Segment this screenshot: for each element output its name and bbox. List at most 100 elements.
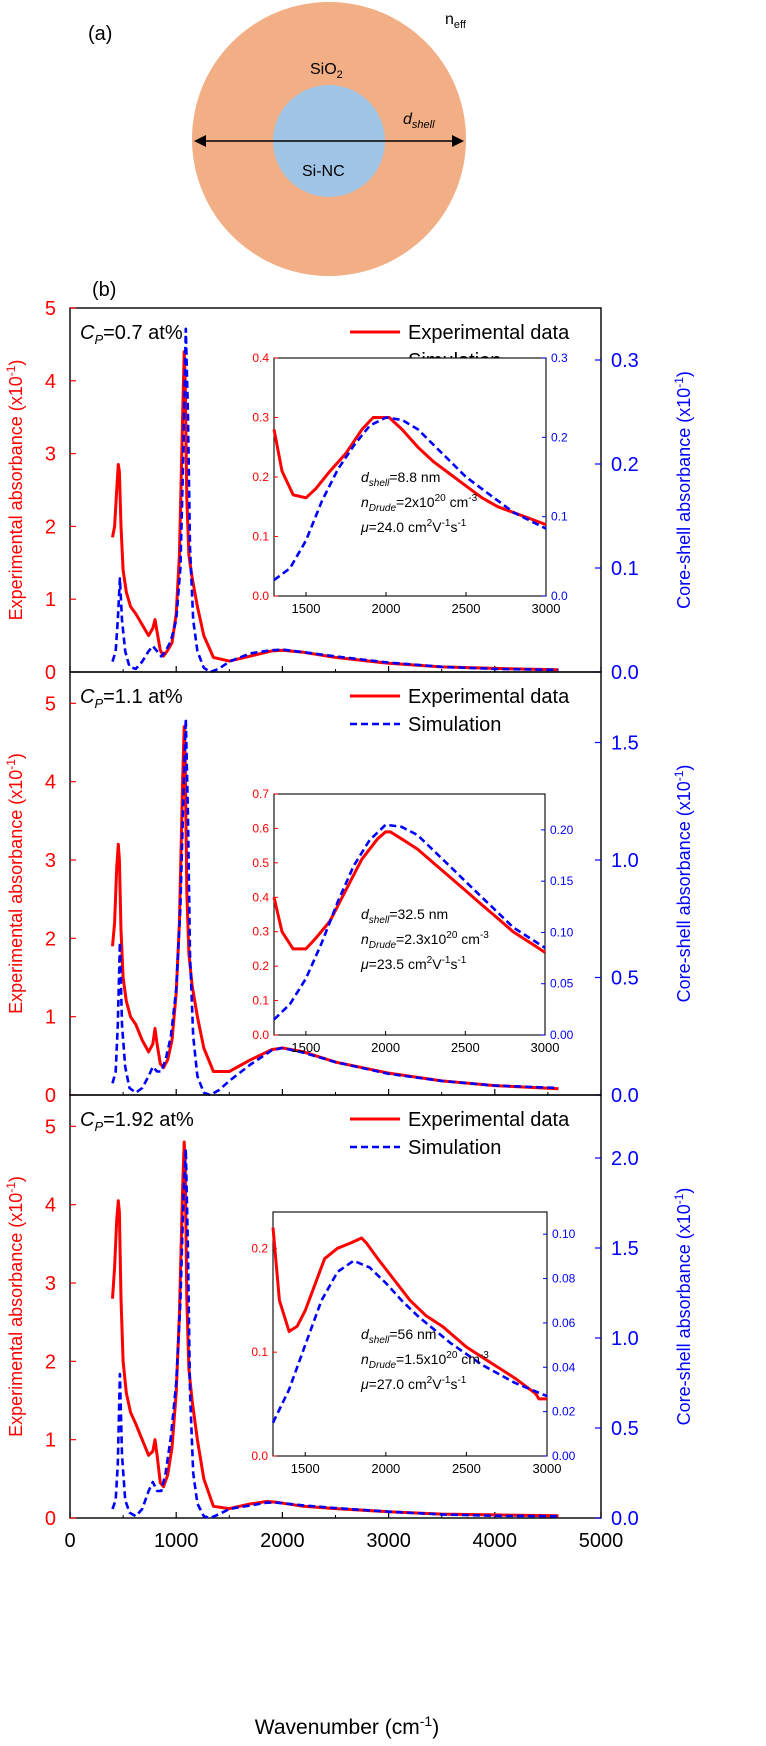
inset-simulation-line: [273, 416, 547, 582]
inset-experimental-line: [272, 416, 547, 527]
inset-left-y-tick-label: 0.6: [252, 821, 269, 835]
inset-right-y-tick-label: 0.10: [550, 925, 574, 939]
left-y-tick-label: 0: [45, 1508, 56, 1530]
right-y-tick-label: 0.0: [611, 1508, 639, 1530]
inset-annotation: nDrude=2.3x1020 cm-3: [361, 930, 489, 951]
x-tick-label: 2000: [260, 1530, 305, 1552]
inset-right-y-tick-label: 0.05: [550, 977, 574, 991]
core-label: Si-NC: [302, 163, 345, 180]
inset-plot: 1500 2000 2500 30000.00.10.20.30.40.00.10.2…: [252, 351, 568, 616]
right-y-tick-label: 0.1: [611, 558, 639, 580]
inset-annotation: μ=27.0 cm2V-1s-1: [360, 1375, 467, 1392]
inset-experimental-line: [271, 1227, 547, 1401]
inset-annotation: dshell=32.5 nm: [361, 906, 448, 926]
inset-simulation-line: [271, 1259, 548, 1424]
inset-x-tick-label: 2000: [372, 601, 401, 616]
inset-left-y-tick-label: 0.0: [252, 1028, 269, 1042]
right-y-tick-label: 0.0: [611, 1085, 639, 1107]
panel-a-label: (a): [88, 23, 112, 45]
inset-right-y-tick-label: 0.15: [550, 874, 574, 888]
plot-panel-cp-1-92: 0 1 2 3 4 5 0.0 0.5 1.0 1.5 2.0 Experimental absorb…: [4, 1094, 694, 1530]
left-y-tick-label: 2: [45, 516, 56, 538]
inset-x-tick-label: 2500: [452, 1461, 481, 1476]
left-y-tick-label: 4: [45, 371, 56, 393]
inset-annotation: dshell=8.8 nm: [361, 469, 440, 489]
inset-right-y-tick-label: 0.1: [551, 510, 568, 524]
inset-right-y-tick-label: 0.08: [552, 1272, 576, 1286]
left-y-tick-label: 2: [45, 928, 56, 950]
inset-left-y-tick-label: 0.0: [251, 1449, 268, 1463]
simulation-line: [111, 327, 559, 674]
inset-x-tick-label: 3000: [531, 1040, 560, 1055]
inset-right-y-tick-label: 0.2: [551, 430, 568, 444]
x-tick-label: 5000: [579, 1530, 624, 1552]
inset-left-y-tick-label: 0.2: [251, 1241, 268, 1255]
right-y-tick-label: 1.5: [611, 1238, 639, 1260]
dshell-label: dshell: [403, 111, 435, 131]
right-y-tick-label: 1.0: [611, 850, 639, 872]
left-y-axis-label: Experimental absorbance (x10-1): [4, 1176, 26, 1437]
inset-x-tick-label: 2500: [451, 1040, 480, 1055]
left-y-tick-label: 4: [45, 1195, 56, 1217]
cp-label: CP=1.1 at%: [80, 686, 183, 711]
cp-label: CP=1.92 at%: [80, 1109, 194, 1134]
legend-simulation-label: Simulation: [408, 1137, 501, 1159]
plot-panel-cp-0-7: 0 1 2 3 4 5 0.0 0.1 0.2 0.3 Experimental absorbanc…: [4, 298, 694, 684]
inset-left-y-tick-label: 0.1: [251, 1345, 268, 1359]
inset-right-y-tick-label: 0.04: [552, 1360, 576, 1374]
inset-left-y-tick-label: 0.1: [252, 530, 269, 544]
inset-annotation: μ=23.5 cm2V-1s-1: [360, 955, 467, 972]
inset-plot: 1500 2000 2500 3000 0.0 0.1 0.2 0.00 0.02 0.04 0.0…: [251, 1211, 576, 1476]
right-y-tick-label: 0.2: [611, 454, 639, 476]
inset-x-tick-label: 1500: [291, 1040, 320, 1055]
inset-frame: [272, 1211, 548, 1457]
right-y-tick-label: 0.3: [611, 350, 639, 372]
inset-left-y-tick-label: 0.4: [252, 890, 269, 904]
x-axis-tick-labels: 0 1000 2000 3000 4000 5000: [64, 1530, 623, 1552]
inset-left-y-tick-label: 0.7: [252, 787, 269, 801]
inset-annotation: nDrude=1.5x1020 cm-3: [361, 1350, 489, 1371]
x-tick-label: 0: [64, 1530, 75, 1552]
inset-x-tick-label: 2000: [371, 1040, 400, 1055]
inset-left-y-tick-label: 0.5: [252, 856, 269, 870]
x-tick-label: 3000: [366, 1530, 411, 1552]
legend-experimental-label: Experimental data: [408, 322, 570, 344]
inset-right-y-tick-label: 0.00: [550, 1028, 574, 1042]
inset-left-y-tick-label: 0.4: [252, 351, 269, 365]
legend-simulation-label: Simulation: [408, 714, 501, 736]
left-y-tick-label: 1: [45, 589, 56, 611]
inset-left-y-tick-label: 0.2: [252, 470, 269, 484]
arrow-left-icon: [194, 135, 206, 147]
x-tick-label: 4000: [473, 1530, 518, 1552]
inset-x-tick-label: 3000: [533, 1461, 562, 1476]
legend-experimental-label: Experimental data: [408, 686, 570, 708]
inset-left-y-tick-label: 0.1: [252, 994, 269, 1008]
left-y-tick-label: 3: [45, 444, 56, 466]
inset-right-y-tick-label: 0.00: [552, 1449, 576, 1463]
inset-annotation: nDrude=2x1020 cm-3: [361, 493, 478, 514]
plot-panel-cp-1-1: 0 1 2 3 4 5 0.0 0.5 1.0 1.5 Experimental absorbanc…: [4, 671, 694, 1107]
left-y-tick-label: 5: [45, 298, 56, 320]
inset-x-tick-label: 2000: [371, 1461, 400, 1476]
inset-right-y-tick-label: 0.06: [552, 1316, 576, 1330]
right-y-tick-label: 0.0: [611, 662, 639, 684]
inset-simulation-line: [273, 823, 546, 1021]
arrow-right-icon: [452, 135, 464, 147]
shell-label: SiO2: [310, 61, 343, 81]
left-y-tick-label: 2: [45, 1351, 56, 1373]
legend-experimental-label: Experimental data: [408, 1109, 570, 1131]
left-y-tick-label: 5: [45, 1116, 56, 1138]
x-tick-label: 1000: [154, 1530, 199, 1552]
left-y-axis-label: Experimental absorbance (x10-1): [4, 753, 26, 1014]
left-y-tick-label: 4: [45, 772, 56, 794]
left-y-axis-label: Experimental absorbance (x10-1): [4, 360, 26, 621]
panel-a: (a) neff SiO2 dshell Si-NC: [88, 2, 467, 276]
cp-label: CP=0.7 at%: [80, 322, 183, 347]
left-y-tick-label: 0: [45, 662, 56, 684]
left-y-tick-label: 0: [45, 1085, 56, 1107]
inset-x-tick-label: 1500: [291, 1461, 320, 1476]
x-axis-label: Wavenumber (cm-1): [255, 1713, 439, 1739]
inset-annotation: dshell=56 nm: [361, 1326, 436, 1346]
inset-right-y-tick-label: 0.20: [550, 823, 574, 837]
